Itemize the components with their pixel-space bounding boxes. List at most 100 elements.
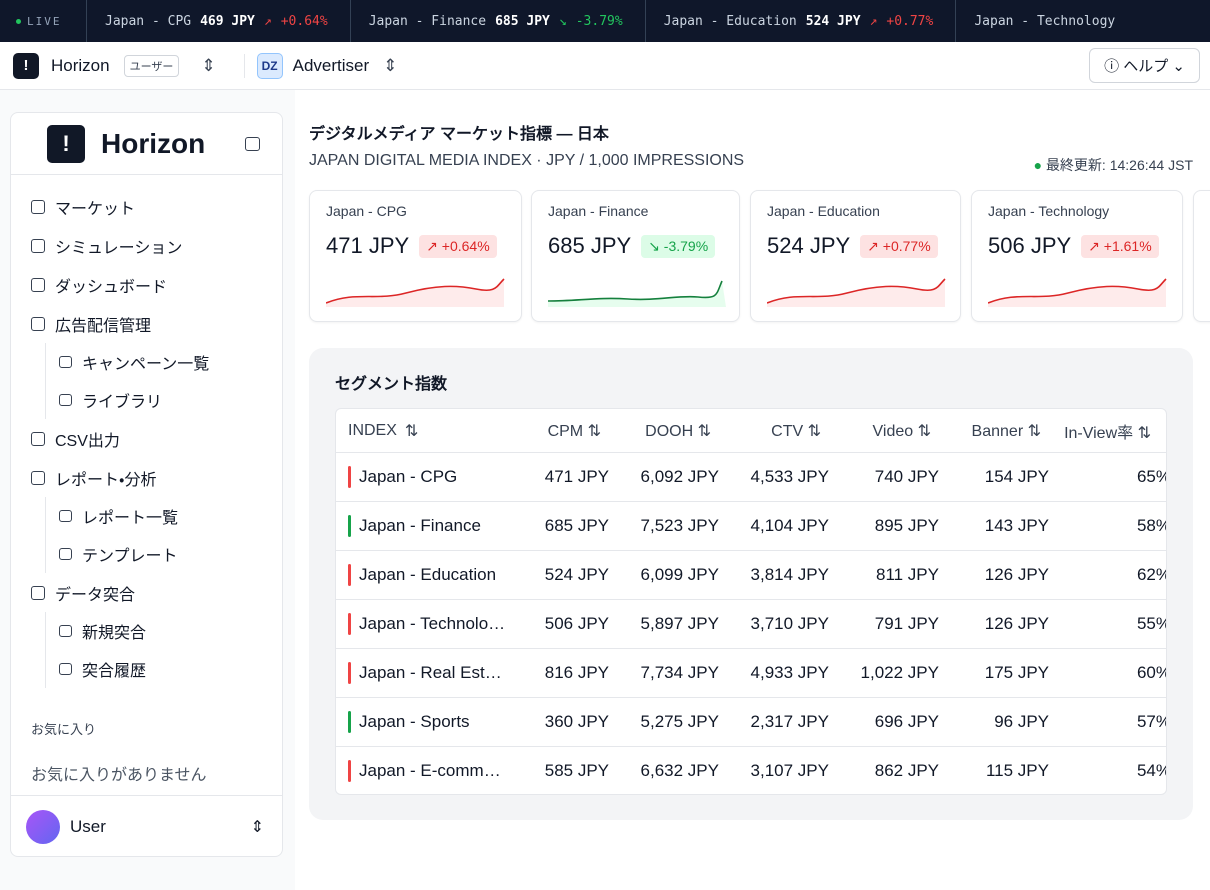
cell-text: 1,022 JPY	[860, 663, 939, 682]
table-cell: 126 JPY	[951, 614, 1061, 634]
table-cell: 4,104 JPY	[731, 516, 841, 536]
page-title: デジタルメディア マーケット指標 — 日本	[309, 126, 609, 143]
table-row[interactable]: Japan - Sports 360 JPY 5,275 JPY 2,317 JPY 6…	[336, 697, 1166, 746]
column-header[interactable]: DOOH ⇅	[645, 422, 711, 440]
trend-bar	[348, 613, 351, 635]
cell-text: 791 JPY	[874, 614, 939, 633]
nav-item[interactable]: CSV出力	[11, 419, 282, 458]
cell-text: 360 JPY	[544, 712, 609, 731]
nav-item[interactable]: レポート・分析	[11, 458, 282, 497]
cell-text: 54%	[1136, 761, 1166, 780]
cell-text: Japan - Technology	[359, 614, 506, 633]
table-cell: 791 JPY	[841, 614, 951, 634]
ticker-arrow: ↘	[558, 13, 567, 29]
table-cell: 96 JPY	[951, 712, 1061, 732]
switch[interactable]: ⇕	[383, 55, 398, 75]
trend-bar	[348, 564, 351, 586]
nav-subitem[interactable]: 突合履歴	[11, 650, 282, 688]
cell-text: 115 JPY	[985, 761, 1049, 780]
card[interactable]: Japan - Finance 685 JPY ↘ -3.79%	[531, 190, 740, 322]
nav: マーケット シミュレーションダッシュボード広告配信管理 キャンペーン一覧ライブラリ C…	[11, 175, 282, 688]
table-cell: 154 JPY	[951, 467, 1061, 487]
nav-subitem[interactable]: キャンペーン一覧	[11, 343, 282, 381]
card-price-row: 506 JPY ↗ +1.61%	[988, 233, 1166, 259]
column-header[interactable]: CTV ⇅	[771, 422, 821, 440]
column-header[interactable]: Video ⇅	[872, 422, 932, 440]
cell-text: Japan - Education	[359, 565, 497, 584]
help-button[interactable]: ⓘ ヘルプ ⌄	[1089, 48, 1200, 83]
nav-item[interactable]: シミュレーション	[11, 226, 282, 265]
nav-label: ダッシュボード	[55, 278, 168, 296]
table-row[interactable]: Japan - CPG 471 JPY 6,092 JPY 4,533 JPY 740 …	[336, 452, 1166, 501]
nav-subitem[interactable]: 新規突合	[11, 612, 282, 650]
column-header[interactable]: In-View率 ⇅	[1064, 424, 1151, 442]
cell-text: 6,099 JPY	[640, 565, 719, 584]
brand-icon: !	[13, 52, 39, 79]
switch[interactable]: ⇕	[201, 55, 216, 75]
nav-icon	[59, 356, 72, 368]
cell-text: 6,632 JPY	[640, 761, 719, 780]
segment-title: セグメント指数	[335, 376, 448, 393]
table-cell: 1,022 JPY	[841, 663, 951, 683]
table-row[interactable]: Japan - Education 524 JPY 6,099 JPY 3,814 J…	[336, 550, 1166, 599]
cell-text: 471 JPY	[544, 467, 609, 486]
nav-item[interactable]: 広告配信管理	[11, 304, 282, 343]
cell-text: Japan - CPG	[359, 467, 458, 486]
nav-icon	[59, 663, 72, 675]
card[interactable]: Japan - Technology 506 JPY ↗ +1.61%	[971, 190, 1183, 322]
table-row[interactable]: Japan - Technology 506 JPY 5,897 JPY 3,710 …	[336, 599, 1166, 648]
cell-text: 696 JPY	[874, 712, 939, 731]
table-cell: 5,275 JPY	[621, 712, 731, 732]
card[interactable]: Japan - Education 524 JPY ↗ +0.77%	[750, 190, 961, 322]
card-change-value: +0.77%	[882, 237, 931, 254]
user-menu[interactable]: User ⇕	[11, 795, 282, 857]
table-cell: 740 JPY	[841, 467, 951, 487]
nav-label: ライブラリ	[82, 394, 163, 411]
nav-label: データ突合	[55, 586, 136, 604]
table-row[interactable]: Japan - Finance 685 JPY 7,523 JPY 4,104 JPY…	[336, 501, 1166, 550]
role-badge: ユーザー	[123, 54, 180, 77]
cell-text: 816 JPY	[544, 663, 609, 682]
cell-text: 126 JPY	[984, 565, 1049, 584]
table-cell: 60%	[1061, 663, 1166, 683]
nav-subitem[interactable]: ライブラリ	[11, 381, 282, 419]
collapse-button[interactable]	[245, 136, 260, 151]
nav-item[interactable]: データ突合	[11, 573, 282, 612]
ticker-arrow: ↗	[263, 13, 272, 29]
brand: Horizon	[51, 55, 110, 75]
table-row[interactable]: Japan - Real Estate 816 JPY 7,734 JPY 4,933…	[336, 648, 1166, 697]
column-header[interactable]: CPM ⇅	[547, 422, 601, 440]
card-price: 685 JPY	[548, 233, 632, 258]
card-price-row: 471 JPY ↗ +0.64%	[326, 233, 505, 259]
card-price: 471 JPY	[326, 233, 410, 258]
ticker-change: +0.64%	[280, 13, 328, 29]
column-label: Banner	[971, 422, 1024, 440]
nav-icon	[31, 316, 45, 331]
column-label: INDEX	[348, 421, 397, 439]
table-row[interactable]: Japan - E-commerce 585 JPY 6,632 JPY 3,107 …	[336, 746, 1166, 794]
sidebar-header: ! Horizon	[11, 113, 282, 175]
nav-icon	[31, 585, 45, 600]
nav-icon	[31, 199, 45, 214]
table-cell: Japan - Sports	[336, 711, 506, 733]
nav-item[interactable]: マーケット	[11, 187, 282, 226]
table-cell: 2,317 JPY	[731, 712, 841, 732]
table-cell: 4,933 JPY	[731, 663, 841, 683]
ticker: LIVE Japan - CPG 469 JPY ↗ +0.64% Japan - Fi…	[0, 0, 1210, 42]
nav-subitem[interactable]: テンプレート	[11, 535, 282, 573]
ticker-arrow: ↗	[869, 13, 878, 29]
nav-subitem[interactable]: レポート一覧	[11, 497, 282, 535]
cell-text: 62%	[1136, 565, 1166, 584]
table-cell: Japan - CPG	[336, 466, 506, 488]
table-cell: Japan - Education	[336, 564, 506, 586]
table-header: INDEX ⇅ CPM ⇅ DOOH ⇅ CTV ⇅ Video ⇅ Banner ⇅ In…	[336, 409, 1166, 452]
table-cell: Japan - Finance	[336, 515, 506, 537]
column-header[interactable]: INDEX ⇅	[348, 421, 419, 440]
card-name: Japan - Education	[767, 203, 880, 219]
card-change-value: -3.79%	[663, 237, 709, 254]
account[interactable]: Advertiser	[292, 55, 370, 75]
column-header[interactable]: Banner ⇅	[971, 422, 1041, 440]
card[interactable]: Japan - CPG 471 JPY ↗ +0.64%	[309, 190, 522, 322]
nav-item[interactable]: ダッシュボード	[11, 265, 282, 304]
